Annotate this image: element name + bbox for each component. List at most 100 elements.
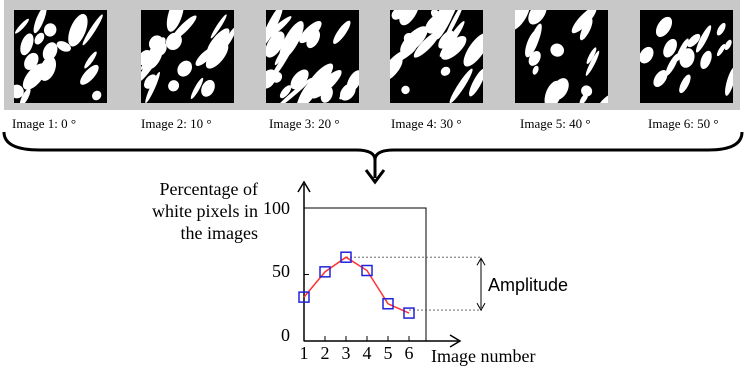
- white-blob: [299, 21, 322, 44]
- x-tick-label: 5: [384, 343, 393, 363]
- white-blob: [19, 88, 31, 103]
- y-axis-arrow: [297, 180, 311, 193]
- white-blob: [33, 10, 47, 34]
- white-blob: [15, 18, 29, 34]
- data-point: [298, 291, 310, 303]
- white-blob: [528, 50, 541, 66]
- white-blob: [444, 10, 464, 41]
- x-tick-label: 2: [321, 343, 330, 363]
- white-blob: [400, 26, 428, 55]
- thumbnail-image: [141, 10, 234, 103]
- y-axis-label: Percentage of white pixels in the images: [100, 178, 258, 244]
- white-blob: [585, 50, 600, 76]
- thumbnail-caption: Image 4: 30 °: [391, 116, 462, 131]
- white-blob: [725, 66, 733, 96]
- image-strip: [4, 0, 740, 110]
- white-blob: [56, 41, 71, 52]
- x-tick-label: 6: [405, 343, 414, 363]
- white-blob: [276, 77, 313, 103]
- white-blob: [579, 18, 593, 41]
- white-blob: [43, 23, 57, 37]
- amplitude-arrowhead-down: [476, 302, 486, 312]
- white-blob: [515, 10, 530, 31]
- white-blob: [425, 12, 450, 34]
- white-blob: [579, 92, 589, 103]
- y-axis-label-line: Percentage of: [159, 179, 258, 199]
- white-blob: [586, 47, 597, 64]
- white-blob: [695, 25, 712, 53]
- white-blob: [92, 90, 102, 101]
- white-blob: [436, 10, 456, 40]
- white-blob: [168, 80, 180, 92]
- white-blob: [14, 84, 24, 99]
- thumbnail-caption: Image 3: 20 °: [269, 116, 340, 131]
- x-tick-label: 4: [363, 343, 372, 363]
- white-blob: [295, 81, 314, 103]
- white-blob: [42, 42, 58, 61]
- thumbnail-image: [640, 10, 733, 103]
- brace-arrow: [2, 131, 744, 185]
- white-blob: [311, 70, 342, 99]
- white-blob: [679, 74, 691, 94]
- data-point: [319, 266, 331, 278]
- white-blob: [266, 16, 292, 41]
- white-blob: [440, 66, 451, 76]
- white-blob: [399, 10, 420, 26]
- x-axis-arrow: [449, 334, 462, 348]
- white-blob: [84, 51, 97, 69]
- white-blob: [22, 63, 47, 90]
- amplitude-label: Amplitude: [488, 275, 569, 295]
- y-tick-label: 50: [272, 261, 290, 281]
- white-blob: [700, 50, 712, 70]
- white-blob: [210, 14, 227, 39]
- y-axis-label-line: white pixels in: [152, 201, 258, 221]
- white-blob: [687, 33, 701, 48]
- white-blob: [333, 20, 351, 44]
- y-axis-label-line: the images: [180, 223, 258, 243]
- data-point: [361, 264, 373, 277]
- white-blob: [266, 31, 285, 58]
- y-tick-label: 100: [263, 198, 290, 218]
- white-blob: [166, 10, 184, 32]
- thumbnail-image: [266, 10, 359, 103]
- white-blob: [144, 74, 157, 89]
- white-blob: [675, 38, 689, 62]
- white-blob: [205, 42, 229, 69]
- white-blob: [82, 14, 103, 46]
- white-blob: [528, 10, 547, 25]
- white-blob: [290, 69, 309, 90]
- white-blob: [190, 77, 204, 99]
- amplitude-arrowhead-up: [476, 257, 486, 266]
- white-blob: [449, 68, 473, 103]
- white-blob: [146, 37, 166, 64]
- white-blob: [441, 36, 467, 60]
- x-tick-label: 1: [300, 343, 309, 363]
- white-blob: [430, 10, 442, 21]
- x-axis-label: Image number: [431, 346, 536, 366]
- white-blob: [439, 20, 465, 57]
- white-blob: [438, 30, 454, 49]
- white-blob: [266, 69, 277, 89]
- y-tick-label: 0: [281, 325, 290, 345]
- white-blob: [279, 85, 292, 99]
- white-blob: [201, 79, 215, 97]
- white-blob: [165, 32, 182, 51]
- data-point: [382, 298, 394, 310]
- white-blob: [401, 85, 410, 95]
- thumbnail-caption: Image 2: 10 °: [141, 116, 212, 131]
- data-point: [340, 251, 352, 263]
- white-blob: [663, 38, 677, 58]
- thumbnail-image: [515, 10, 608, 103]
- white-blob: [716, 22, 726, 36]
- white-blob: [34, 32, 45, 45]
- white-blob: [532, 65, 539, 75]
- thumbnail-image: [14, 10, 107, 103]
- white-blob: [653, 70, 668, 87]
- white-blob: [469, 68, 483, 97]
- white-blob: [80, 64, 99, 85]
- white-blob: [413, 31, 440, 58]
- white-blob: [724, 39, 732, 51]
- white-blob: [68, 13, 88, 47]
- white-blob: [571, 10, 597, 34]
- white-blob: [222, 27, 234, 50]
